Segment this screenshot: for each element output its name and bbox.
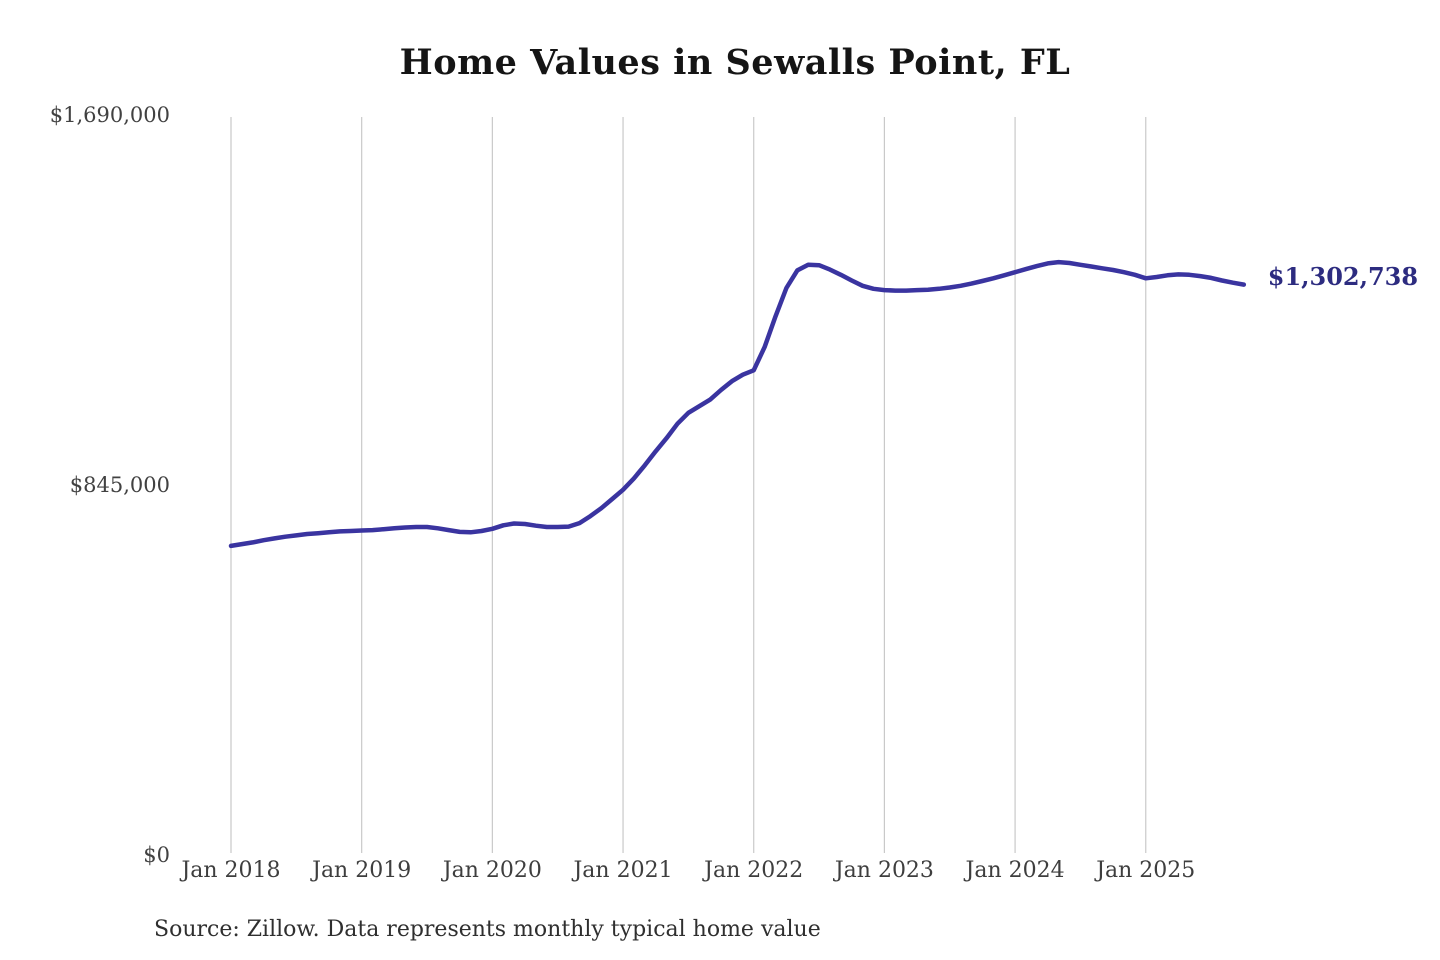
latest-value-label: $1,302,738 xyxy=(1267,261,1419,291)
y-axis-label: $1,690,000 xyxy=(49,103,170,127)
x-axis-label: Jan 2024 xyxy=(965,858,1065,883)
y-axis: $1,690,000 $845,000 $0 xyxy=(0,0,170,960)
y-axis-label: $845,000 xyxy=(69,473,170,497)
x-axis-label: Jan 2023 xyxy=(834,858,934,883)
x-axis-label: Jan 2025 xyxy=(1096,858,1196,883)
x-axis-label: Jan 2020 xyxy=(442,858,542,883)
x-axis-label: Jan 2019 xyxy=(312,858,412,883)
y-axis-label: $0 xyxy=(143,843,170,867)
x-axis-label: Jan 2022 xyxy=(704,858,804,883)
home-value-line xyxy=(228,259,1247,549)
x-axis-label: Jan 2018 xyxy=(181,858,281,883)
x-axis-label: Jan 2021 xyxy=(573,858,673,883)
source-note: Source: Zillow. Data represents monthly … xyxy=(154,917,821,942)
chart-title: Home Values in Sewalls Point, FL xyxy=(399,42,1071,83)
